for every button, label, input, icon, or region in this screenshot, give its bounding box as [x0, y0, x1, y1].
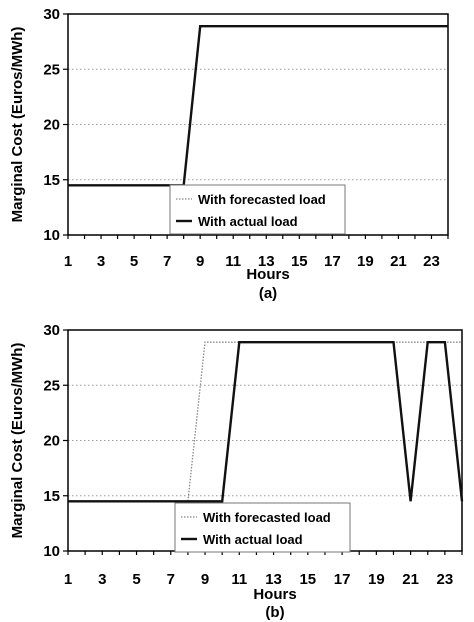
x-tick-label-3: 3 — [97, 253, 105, 270]
y-tick-label-20: 20 — [43, 433, 60, 450]
x-tick-label-5: 5 — [130, 253, 138, 270]
y-tick-label-25: 25 — [43, 377, 60, 394]
x-tick-label-13: 13 — [265, 571, 282, 588]
x-tick-label-19: 19 — [368, 571, 385, 588]
x-tick-label-7: 7 — [163, 253, 171, 270]
x-tick-label-9: 9 — [196, 253, 204, 270]
x-tick-label-19: 19 — [357, 253, 374, 270]
x-tick-label-23: 23 — [437, 571, 454, 588]
legend-box — [169, 184, 346, 235]
x-tick-label-15: 15 — [291, 253, 308, 270]
x-tick-label-1: 1 — [64, 253, 72, 270]
y-tick-label-15: 15 — [43, 488, 60, 505]
x-axis-title: Hours — [246, 266, 289, 283]
x-tick-label-17: 17 — [324, 253, 341, 270]
x-tick-label-21: 21 — [402, 571, 419, 588]
series-line-actual — [68, 341, 464, 503]
legend: With forecasted load With actual load — [174, 502, 351, 553]
panel-caption: (a) — [259, 285, 277, 302]
x-tick-label-11: 11 — [225, 253, 241, 270]
y-tick-label-10: 10 — [43, 227, 60, 244]
y-tick-label-30: 30 — [43, 322, 60, 339]
legend-box — [174, 502, 351, 553]
legend-label-actual: With actual load — [203, 532, 303, 547]
x-tick-label-5: 5 — [132, 571, 140, 588]
x-tick-label-15: 15 — [299, 571, 316, 588]
x-tick-label-1: 1 — [64, 571, 72, 588]
legend-label-actual: With actual load — [198, 214, 298, 229]
y-tick-label-30: 30 — [43, 6, 60, 23]
x-tick-label-11: 11 — [231, 571, 247, 588]
x-tick-label-17: 17 — [334, 571, 351, 588]
y-tick-label-10: 10 — [43, 543, 60, 560]
x-tick-label-13: 13 — [258, 253, 275, 270]
y-axis-title: Marginal Cost (Euros/MWh) — [9, 343, 26, 539]
y-axis-title: Marginal Cost (Euros/MWh) — [9, 27, 26, 223]
panel-caption: (b) — [265, 604, 284, 621]
y-tick-label-25: 25 — [43, 61, 60, 78]
y-tick-label-20: 20 — [43, 117, 60, 134]
x-tick-label-23: 23 — [423, 253, 440, 270]
series-line-forecasted — [68, 25, 448, 186]
x-tick-label-7: 7 — [167, 571, 175, 588]
y-tick-label-15: 15 — [43, 172, 60, 189]
x-tick-label-3: 3 — [98, 571, 106, 588]
series-line-actual — [68, 25, 448, 187]
x-tick-label-9: 9 — [201, 571, 209, 588]
legend: With forecasted load With actual load — [169, 184, 346, 235]
legend-label-forecasted: With forecasted load — [203, 510, 331, 525]
x-tick-label-21: 21 — [390, 253, 407, 270]
x-axis-title: Hours — [253, 586, 296, 603]
legend-label-forecasted: With forecasted load — [198, 192, 326, 207]
